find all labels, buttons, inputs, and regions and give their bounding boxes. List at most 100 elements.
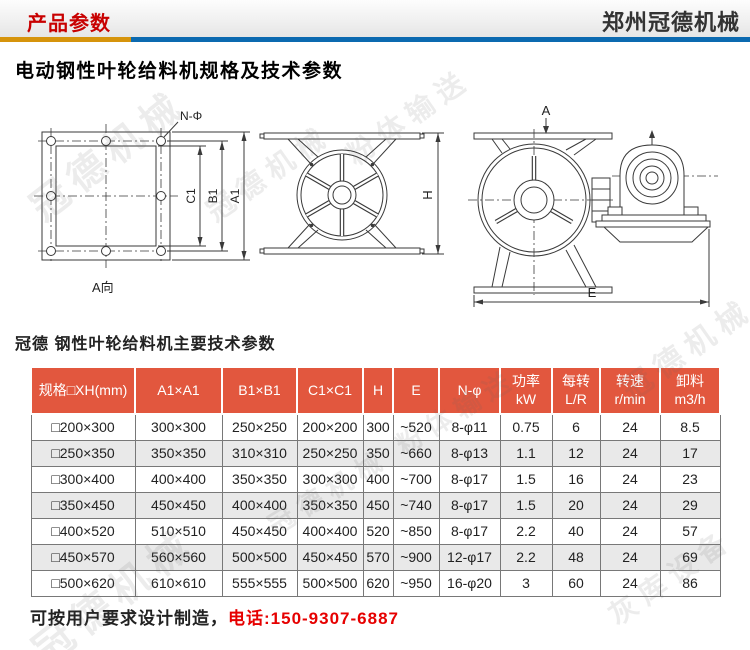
spec-table-body: □200×300 300×300 250×250 200×200 300 ~520 8-φ1… xyxy=(30,413,721,597)
table-cell: 300×300 xyxy=(134,413,223,441)
table-cell: 8-φ17 xyxy=(438,491,501,519)
table-row: □450×570 560×560 500×500 450×450 570 ~900 12-φ… xyxy=(30,543,721,571)
table-cell: 310×310 xyxy=(221,439,298,467)
column-header: E xyxy=(392,366,440,415)
table-row: □300×400 400×400 350×350 300×300 400 ~700 8-φ1… xyxy=(30,465,721,493)
table-cell: 350×350 xyxy=(221,465,298,493)
view-a-arrow-label: A xyxy=(542,103,551,118)
table-cell: 450 xyxy=(362,491,394,519)
table-cell: 1.1 xyxy=(499,439,553,467)
table-cell: 250×250 xyxy=(296,439,364,467)
table-row: □200×300 300×300 250×250 200×200 300 ~520 8-φ1… xyxy=(30,413,721,441)
column-header: C1×C1 xyxy=(296,366,364,415)
table-cell: 20 xyxy=(551,491,601,519)
table-cell: 40 xyxy=(551,517,601,545)
view-direction-arrow: A xyxy=(542,103,551,134)
section-title: 产品参数 xyxy=(27,13,111,35)
table-cell: 29 xyxy=(659,491,721,519)
table-cell: 16-φ20 xyxy=(438,569,501,597)
impeller-spokes xyxy=(305,154,379,236)
table-cell: 250×250 xyxy=(221,413,298,441)
table-cell: ~700 xyxy=(392,465,440,493)
transition-struts xyxy=(287,138,397,249)
top-header-bar: 产品参数 郑州冠德机械 xyxy=(0,0,750,37)
table-cell: 8.5 xyxy=(659,413,721,441)
table-cell: ~850 xyxy=(392,517,440,545)
hub xyxy=(327,180,357,210)
table-cell: 400×400 xyxy=(134,465,223,493)
flanges xyxy=(259,132,425,255)
table-cell: 24 xyxy=(599,491,661,519)
company-name: 郑州冠德机械 xyxy=(601,10,740,35)
table-cell: □450×570 xyxy=(30,543,136,571)
column-header: 转速 r/min xyxy=(599,366,661,415)
table-cell: 500×500 xyxy=(296,569,364,597)
bolt-count-callout: N-Φ xyxy=(163,109,202,138)
header-divider xyxy=(0,37,750,42)
divider-orange-segment xyxy=(0,37,131,42)
table-cell: 610×610 xyxy=(134,569,223,597)
table-cell: 24 xyxy=(599,439,661,467)
table-cell: 8-φ17 xyxy=(438,465,501,493)
drawing-flange-view-a: N-Φ C1 B1 A1 A向 xyxy=(34,109,250,295)
column-header: B1×B1 xyxy=(221,366,298,415)
table-cell: 48 xyxy=(551,543,601,571)
dimension-a1: A1 xyxy=(172,131,250,261)
table-cell: 24 xyxy=(599,517,661,545)
dim-h-label: H xyxy=(420,190,435,199)
transition-struts xyxy=(491,138,597,288)
column-header: 每转 L/R xyxy=(551,366,601,415)
rotor-housing xyxy=(477,143,591,257)
drawing-side-view: A xyxy=(468,103,718,307)
hub xyxy=(513,179,555,221)
dimension-b1: B1 xyxy=(167,140,228,252)
table-cell: 8-φ11 xyxy=(438,413,501,441)
table-cell: 12-φ17 xyxy=(438,543,501,571)
table-cell: ~740 xyxy=(392,491,440,519)
table-cell: 8-φ13 xyxy=(438,439,501,467)
column-header: H xyxy=(362,366,394,415)
table-cell: 24 xyxy=(599,569,661,597)
table-cell: 6 xyxy=(551,413,601,441)
table-cell: 350 xyxy=(362,439,394,467)
table-cell: 400×400 xyxy=(221,491,298,519)
table-cell: 200×200 xyxy=(296,413,364,441)
table-cell: □400×520 xyxy=(30,517,136,545)
table-cell: 24 xyxy=(599,543,661,571)
dimension-c1: C1 xyxy=(158,145,206,247)
table-cell: 1.5 xyxy=(499,491,553,519)
table-cell: 17 xyxy=(659,439,721,467)
table-cell: □350×450 xyxy=(30,491,136,519)
drive-motor xyxy=(607,130,699,216)
dim-a1-label: A1 xyxy=(228,188,242,203)
table-header-row: 规格□XH(mm) A1×A1 B1×B1 C1×C1 H E N-φ 功率 kW 每转 L/R… xyxy=(30,366,721,415)
dim-e-label: E xyxy=(588,285,597,300)
table-cell: 24 xyxy=(599,465,661,493)
column-header: 功率 kW xyxy=(499,366,553,415)
table-cell: 8-φ17 xyxy=(438,517,501,545)
table-cell: 2.2 xyxy=(499,517,553,545)
table-cell: 350×350 xyxy=(296,491,364,519)
rim-bolts xyxy=(309,162,375,228)
table-cell: 620 xyxy=(362,569,394,597)
table-cell: 450×450 xyxy=(296,543,364,571)
table-cell: 12 xyxy=(551,439,601,467)
dim-c1-label: C1 xyxy=(184,188,198,204)
spec-table: 规格□XH(mm) A1×A1 B1×B1 C1×C1 H E N-φ 功率 kW 每转 L/R… xyxy=(30,366,721,597)
table-row: □500×620 610×610 555×555 500×500 620 ~950 16-φ… xyxy=(30,569,721,597)
table-row: □250×350 350×350 310×310 250×250 350 ~660 8-φ1… xyxy=(30,439,721,467)
phone-number: 电话:150-9307-6887 xyxy=(228,609,399,628)
table-cell: 0.75 xyxy=(499,413,553,441)
table-cell: 86 xyxy=(659,569,721,597)
table-cell: 60 xyxy=(551,569,601,597)
column-header: A1×A1 xyxy=(134,366,223,415)
divider-blue-segment xyxy=(131,37,750,42)
table-cell: 69 xyxy=(659,543,721,571)
table-cell: ~950 xyxy=(392,569,440,597)
table-cell: 16 xyxy=(551,465,601,493)
table-cell: 570 xyxy=(362,543,394,571)
custom-design-note: 可按用户要求设计制造， xyxy=(30,609,228,628)
table-cell: 400×400 xyxy=(296,517,364,545)
table-cell: □500×620 xyxy=(30,569,136,597)
